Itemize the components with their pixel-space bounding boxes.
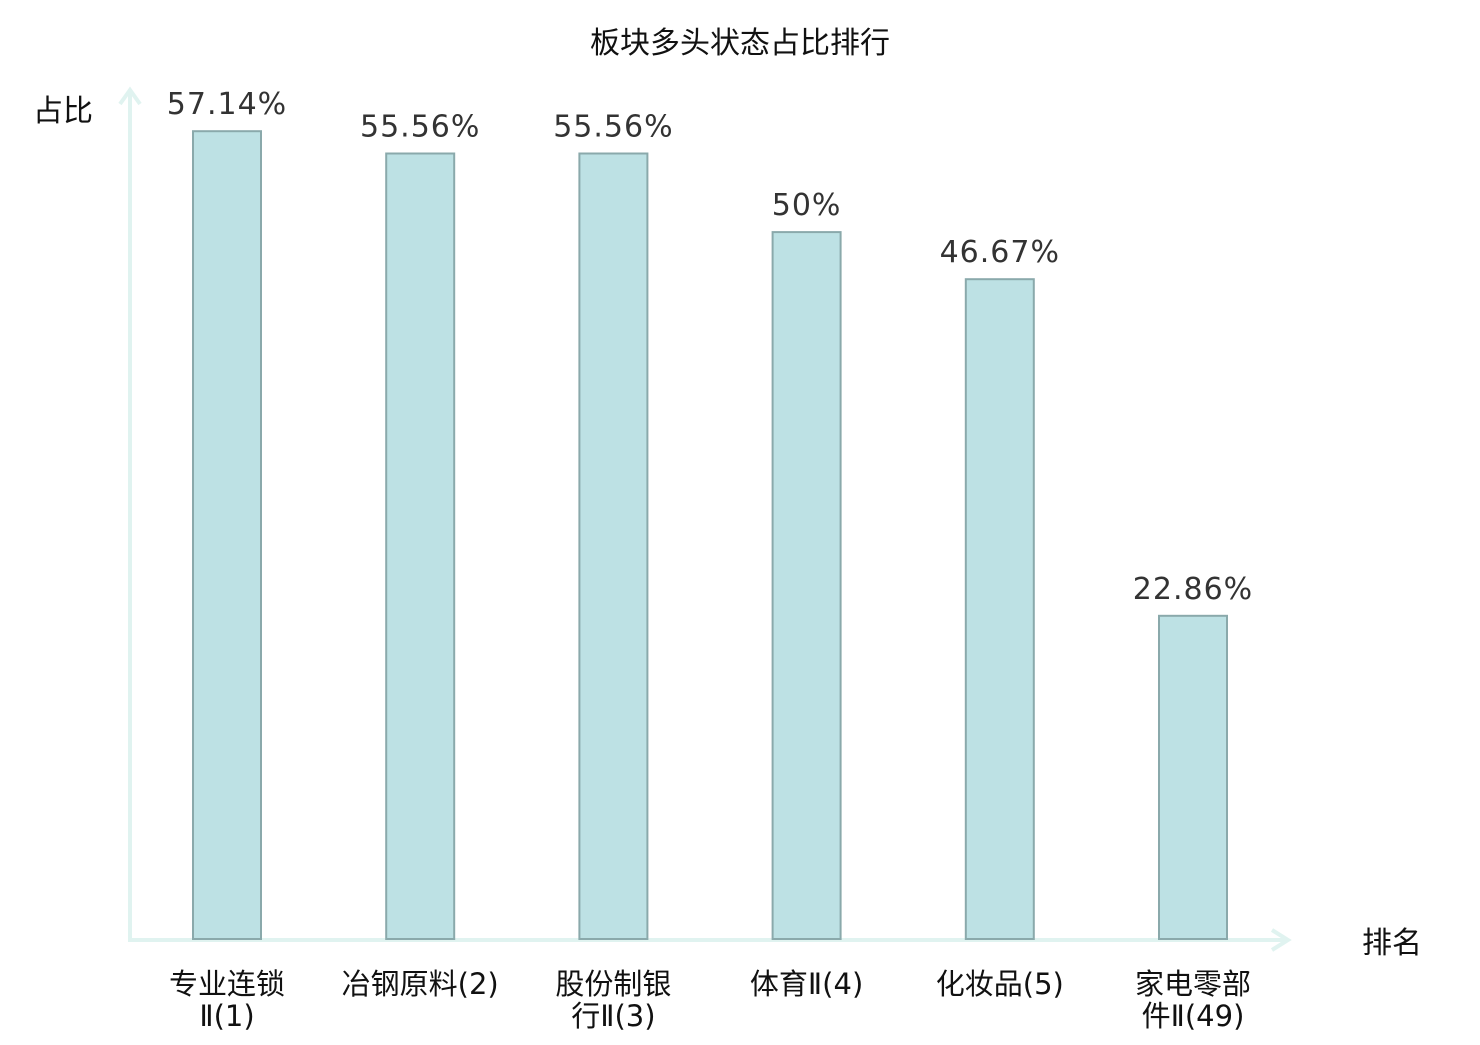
x-tick-label-line: 行Ⅱ(3) [571,999,655,1033]
x-tick-label-line: 专业连锁 [169,967,285,1001]
value-label-2: 55.56% [360,110,480,145]
value-label-6: 22.86% [1133,572,1253,607]
x-tick-label-4: 体育Ⅱ(4) [750,967,863,1001]
bars [192,130,1228,941]
x-tick-label-line: 家电零部 [1135,967,1251,1001]
x-tick-label-line: 股份制银 [555,967,671,1001]
x-axis-arrow-icon [1270,928,1292,952]
x-tick-label-line: 化妆品(5) [936,967,1064,1001]
bar-6 [1158,614,1228,940]
x-tick-labels: 专业连锁 Ⅱ(1) 冶钢原料(2) 股份制银行Ⅱ(3) 体育Ⅱ(4) 化妆品(5) 家电零部… [169,967,1251,1033]
chart-title: 板块多头状态占比排行 [590,26,890,61]
x-axis: 排名 [128,926,1422,961]
bar-5 [964,278,1035,940]
value-labels: 57.14% 55.56% 55.56% 50% 46.67% 22.86% [167,87,1253,607]
y-axis-arrow-icon [118,86,142,106]
bar-3 [578,152,649,940]
y-axis-label: 占比 [33,94,93,129]
bar-2 [385,152,456,940]
value-label-1: 57.14% [167,87,287,122]
x-tick-label-line: Ⅱ(1) [199,999,254,1033]
x-tick-label-line: 件Ⅱ(49) [1142,999,1245,1033]
bar-4 [771,231,842,941]
value-label-5: 46.67% [940,235,1060,270]
x-tick-label-6: 家电零部件Ⅱ(49) [1135,967,1251,1033]
x-tick-label-line: 冶钢原料(2) [342,967,499,1001]
x-tick-label-1: 专业连锁 Ⅱ(1) [169,967,285,1033]
bar-1 [192,130,262,940]
x-tick-label-5: 化妆品(5) [936,967,1064,1001]
value-label-4: 50% [772,188,842,223]
x-tick-label-3: 股份制银行Ⅱ(3) [555,967,671,1033]
x-tick-label-2: 冶钢原料(2) [342,967,499,1001]
x-tick-label-line: 体育Ⅱ(4) [750,967,863,1001]
x-axis-label: 排名 [1362,926,1422,961]
value-label-3: 55.56% [553,110,673,145]
y-axis: 占比 [33,86,142,940]
